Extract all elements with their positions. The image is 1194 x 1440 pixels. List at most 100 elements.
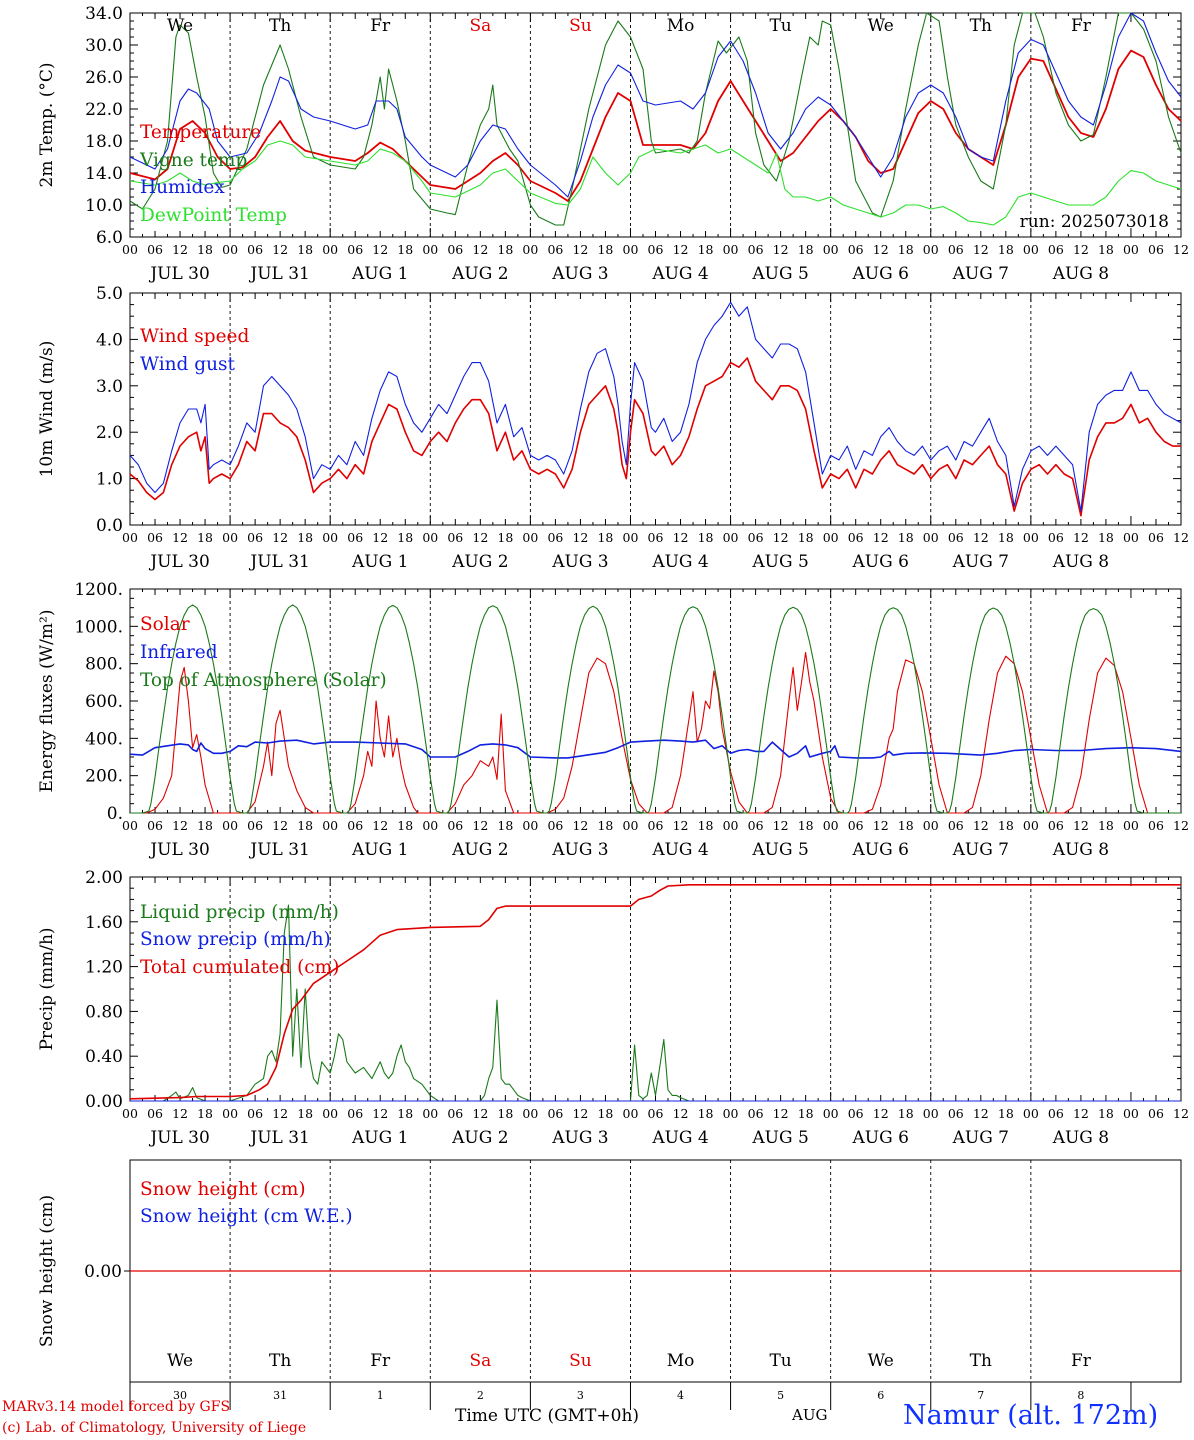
hour-tick-label: 06 — [748, 530, 764, 545]
hour-tick-label: 06 — [648, 530, 664, 545]
hour-tick-label: 00 — [222, 818, 238, 833]
hour-tick-label: 00 — [122, 818, 138, 833]
hour-tick-label: 06 — [347, 242, 363, 257]
legend-entry: Wind speed — [140, 326, 249, 347]
day-label: AUG 5 — [751, 840, 808, 860]
panel-3: 0. 200. 400. 600. 800. 1000. 1200. Energy fluxe… — [37, 580, 1189, 860]
weekday-label: Sa — [469, 16, 491, 36]
hour-tick-label: 00 — [623, 1106, 639, 1121]
hour-tick-label: 12 — [973, 242, 989, 257]
series-line-top-of-atmosphere-solar- — [130, 604, 1181, 814]
hour-tick-label: 12 — [1173, 818, 1189, 833]
day-label: AUG 3 — [551, 1128, 608, 1148]
day-label: JUL 31 — [248, 552, 309, 572]
hour-tick-label: 18 — [597, 530, 613, 545]
hour-tick-label: 06 — [848, 242, 864, 257]
hour-tick-label: 06 — [247, 530, 263, 545]
hour-tick-label: 18 — [1098, 242, 1114, 257]
day-label: AUG 1 — [351, 840, 408, 860]
y-tick-label: 400. — [85, 729, 123, 749]
hour-tick-label: 06 — [347, 818, 363, 833]
hour-tick-label: 18 — [698, 530, 714, 545]
hour-tick-label: 18 — [998, 530, 1014, 545]
hour-tick-label: 00 — [923, 530, 939, 545]
hour-tick-label: 18 — [698, 242, 714, 257]
hour-tick-label: 12 — [572, 1106, 588, 1121]
month-label: AUG — [792, 1406, 828, 1424]
hour-tick-label: 12 — [1173, 1106, 1189, 1121]
hour-tick-label: 12 — [172, 530, 188, 545]
y-tick-label: 5.0 — [96, 284, 123, 304]
y-tick-label: 0.00 — [84, 1262, 122, 1282]
day-label: AUG 2 — [451, 1128, 508, 1148]
hour-tick-label: 00 — [122, 1106, 138, 1121]
hour-tick-label: 06 — [1148, 818, 1164, 833]
hour-tick-label: 12 — [873, 530, 889, 545]
y-tick-label: 200. — [85, 767, 123, 787]
hour-tick-label: 00 — [1123, 242, 1139, 257]
legend-entry: Top of Atmosphere (Solar) — [140, 670, 387, 691]
weekday-label: We — [167, 16, 193, 36]
hour-tick-label: 06 — [948, 242, 964, 257]
hour-tick-label: 18 — [798, 530, 814, 545]
y-tick-label: 800. — [85, 655, 123, 675]
hour-tick-label: 18 — [898, 530, 914, 545]
day-number-label: 8 — [1077, 1389, 1084, 1402]
run-label: run: 2025073018 — [1020, 212, 1169, 232]
hour-tick-label: 18 — [998, 818, 1014, 833]
hour-tick-label: 12 — [673, 242, 689, 257]
hour-tick-label: 18 — [297, 530, 313, 545]
weekday-label: Fr — [1071, 16, 1092, 36]
legend-entry: Snow precip (mm/h) — [140, 929, 331, 950]
day-label: AUG 2 — [451, 264, 508, 284]
hour-tick-label: 00 — [823, 242, 839, 257]
hour-tick-label: 06 — [648, 242, 664, 257]
day-number-label: 3 — [577, 1389, 584, 1402]
station-name: Namur (alt. 172m) — [903, 1400, 1159, 1431]
hour-tick-label: 18 — [297, 242, 313, 257]
weekday-label: Th — [269, 1351, 291, 1371]
hour-tick-label: 06 — [848, 530, 864, 545]
weekday-label: We — [868, 1351, 894, 1371]
hour-tick-label: 00 — [823, 818, 839, 833]
hour-tick-label: 00 — [122, 530, 138, 545]
hour-tick-label: 12 — [172, 242, 188, 257]
y-axis-label: Energy fluxes (W/m²) — [37, 610, 57, 793]
hour-tick-label: 18 — [898, 1106, 914, 1121]
hour-tick-label: 00 — [322, 530, 338, 545]
hour-tick-label: 06 — [748, 242, 764, 257]
y-tick-label: 1.20 — [85, 958, 123, 978]
hour-tick-label: 12 — [572, 530, 588, 545]
day-label: AUG 6 — [852, 1128, 909, 1148]
legend-entry: Vigne temp — [139, 150, 247, 171]
hour-tick-label: 00 — [1123, 1106, 1139, 1121]
hour-tick-label: 18 — [898, 242, 914, 257]
series-line-liquid-precip-mm-h- — [130, 904, 1181, 1102]
hour-tick-label: 12 — [873, 242, 889, 257]
y-tick-label: 34.0 — [85, 4, 123, 24]
hour-tick-label: 18 — [998, 242, 1014, 257]
hour-tick-label: 12 — [773, 242, 789, 257]
hour-tick-label: 00 — [623, 530, 639, 545]
hour-tick-label: 18 — [397, 818, 413, 833]
hour-tick-label: 12 — [272, 1106, 288, 1121]
hour-tick-label: 06 — [648, 818, 664, 833]
hour-tick-label: 00 — [723, 818, 739, 833]
hour-tick-label: 12 — [272, 242, 288, 257]
hour-tick-label: 06 — [447, 242, 463, 257]
hour-tick-label: 06 — [247, 818, 263, 833]
hour-tick-label: 18 — [798, 242, 814, 257]
hour-tick-label: 00 — [923, 242, 939, 257]
hour-tick-label: 00 — [1023, 1106, 1039, 1121]
legend-entry: Infrared — [140, 642, 218, 663]
hour-tick-label: 18 — [497, 1106, 513, 1121]
hour-tick-label: 18 — [297, 1106, 313, 1121]
hour-tick-label: 06 — [1148, 530, 1164, 545]
day-label: JUL 31 — [248, 840, 309, 860]
legend-entry: Solar — [140, 614, 190, 635]
hour-tick-label: 12 — [1073, 530, 1089, 545]
y-tick-label: 26.0 — [85, 68, 123, 88]
day-label: AUG 2 — [451, 840, 508, 860]
hour-tick-label: 00 — [1123, 818, 1139, 833]
